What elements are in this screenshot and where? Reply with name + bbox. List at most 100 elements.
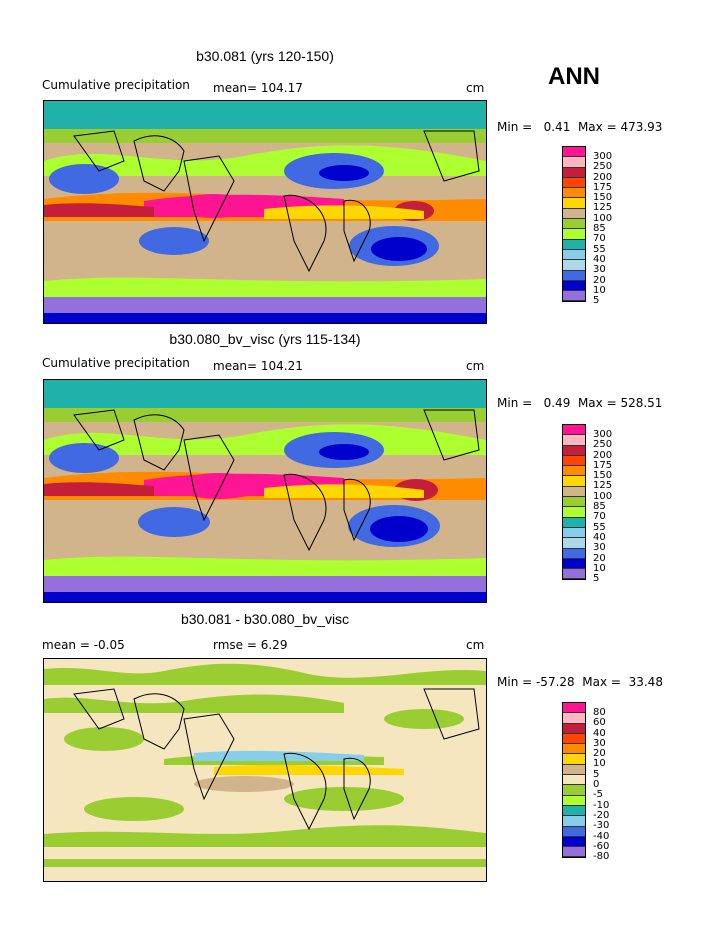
panel-3-color-swatch [563, 816, 585, 827]
panel-2-color-swatch [563, 558, 585, 570]
tick-label: 20 [593, 748, 606, 760]
panel-2-color-swatch [563, 455, 585, 467]
panel-3-color-swatch [563, 764, 585, 776]
tick-label: -10 [593, 799, 610, 811]
tick-label: -60 [593, 840, 610, 852]
panel-3-color-swatch [563, 826, 585, 837]
panel-2-color-swatch [563, 445, 585, 456]
tick-label: 150 [593, 470, 613, 482]
panel-3-title: b30.081 - b30.080_bv_visc [180, 611, 350, 627]
panel-1-color-swatch [563, 188, 585, 199]
panel-1-color-swatch [563, 167, 585, 178]
panel-2-color-swatch [563, 569, 585, 580]
tick-label: 250 [593, 439, 613, 451]
tick-label: 70 [593, 233, 606, 245]
tick-label: 20 [593, 552, 606, 564]
panel-3-color-swatch [563, 754, 585, 765]
panel-1-color-swatch [563, 177, 585, 189]
tick-label: 175 [593, 459, 613, 471]
panel-3-mean-label: mean = -0.05 [42, 638, 125, 652]
tick-label: 5 [593, 295, 600, 307]
panel-3-color-swatch [563, 795, 585, 806]
panel-2-title: b30.080_bv_visc (yrs 115-134) [169, 331, 361, 347]
panel-3-rmse-label: rmse = 6.29 [213, 638, 288, 652]
tick-label: 0 [593, 779, 600, 791]
tick-label: 40 [593, 531, 606, 543]
tick-label: -80 [593, 851, 610, 863]
tick-label: 300 [593, 151, 613, 162]
panel-1-color-swatch [563, 229, 585, 240]
panel-2-color-swatch [563, 476, 585, 487]
tick-label: -20 [593, 809, 610, 821]
tick-label: 150 [593, 192, 613, 204]
tick-label: -40 [593, 830, 610, 842]
tick-label: 5 [593, 768, 600, 780]
panel-2-left-label: Cumulative precipitation [42, 356, 190, 370]
panel-3-map [43, 658, 487, 882]
panel-1-left-label: Cumulative precipitation [42, 78, 190, 92]
tick-label: 55 [593, 521, 606, 533]
tick-label: 175 [593, 181, 613, 193]
panel-1-color-swatch [563, 270, 585, 281]
panel-3-color-swatch [563, 836, 585, 848]
tick-label: 300 [593, 429, 613, 440]
panel-2-color-swatch [563, 435, 585, 446]
tick-label: 10 [593, 758, 606, 770]
panel-1-color-swatch [563, 249, 585, 261]
tick-label: -5 [593, 789, 603, 801]
panel-1-color-swatch [563, 208, 585, 220]
panel-1-color-swatch [563, 280, 585, 292]
panel-1-color-swatch [563, 291, 585, 302]
panel-1-color-swatch [563, 260, 585, 271]
tick-label: 10 [593, 562, 606, 574]
tick-label: 30 [593, 542, 606, 554]
panel-3-colorbar [562, 702, 586, 859]
panel-1-mean-label: mean= 104.17 [213, 81, 303, 95]
panel-2-color-swatch [563, 425, 585, 436]
tick-label: 40 [593, 727, 606, 739]
panel-1-map [43, 100, 487, 324]
panel-3-color-swatch [563, 775, 585, 786]
panel-2-colorbar [562, 424, 586, 581]
panel-2-colorbar-ticks: 300 250 200 175 150 125 100 85 70 55 40 … [593, 429, 613, 585]
panel-2-color-swatch [563, 517, 585, 528]
panel-3-color-swatch [563, 744, 585, 755]
panel-2-map [43, 379, 487, 603]
panel-1-color-swatch [563, 239, 585, 250]
tick-label: 125 [593, 480, 613, 492]
tick-label: 55 [593, 243, 606, 255]
tick-label: 30 [593, 737, 606, 749]
panel-1-units: cm [466, 81, 485, 95]
tick-label: 20 [593, 274, 606, 286]
panel-2-mean-label: mean= 104.21 [213, 359, 303, 373]
tick-label: 10 [593, 284, 606, 296]
panel-3-color-swatch [563, 713, 585, 724]
panel-2-units: cm [466, 359, 485, 373]
panel-3-units: cm [466, 638, 485, 652]
panel-2-color-swatch [563, 538, 585, 549]
panel-1-color-swatch [563, 219, 585, 230]
tick-label: 200 [593, 171, 613, 183]
panel-2-color-swatch [563, 507, 585, 518]
panel-3-color-swatch [563, 733, 585, 745]
season-label: ANN [548, 63, 600, 90]
tick-label: 125 [593, 202, 613, 214]
panel-1-color-swatch [563, 157, 585, 168]
tick-label: 250 [593, 161, 613, 173]
panel-3-color-swatch [563, 785, 585, 796]
panel-2-color-swatch [563, 497, 585, 508]
panel-1-colorbar-ticks: 300 250 200 175 150 125 100 85 70 55 40 … [593, 151, 613, 307]
panel-1-color-swatch [563, 147, 585, 158]
tick-label: 85 [593, 501, 606, 513]
tick-label: 200 [593, 449, 613, 461]
tick-label: 80 [593, 707, 606, 718]
tick-label: 30 [593, 264, 606, 276]
tick-label: 100 [593, 490, 613, 502]
tick-label: 70 [593, 511, 606, 523]
panel-1-minmax: Min = 0.41 Max = 473.93 [497, 120, 663, 134]
tick-label: 5 [593, 573, 600, 585]
panel-3-minmax: Min = -57.28 Max = 33.48 [497, 675, 663, 689]
panel-3-color-swatch [563, 847, 585, 858]
panel-2-color-swatch [563, 527, 585, 539]
panel-1-colorbar [562, 146, 586, 303]
